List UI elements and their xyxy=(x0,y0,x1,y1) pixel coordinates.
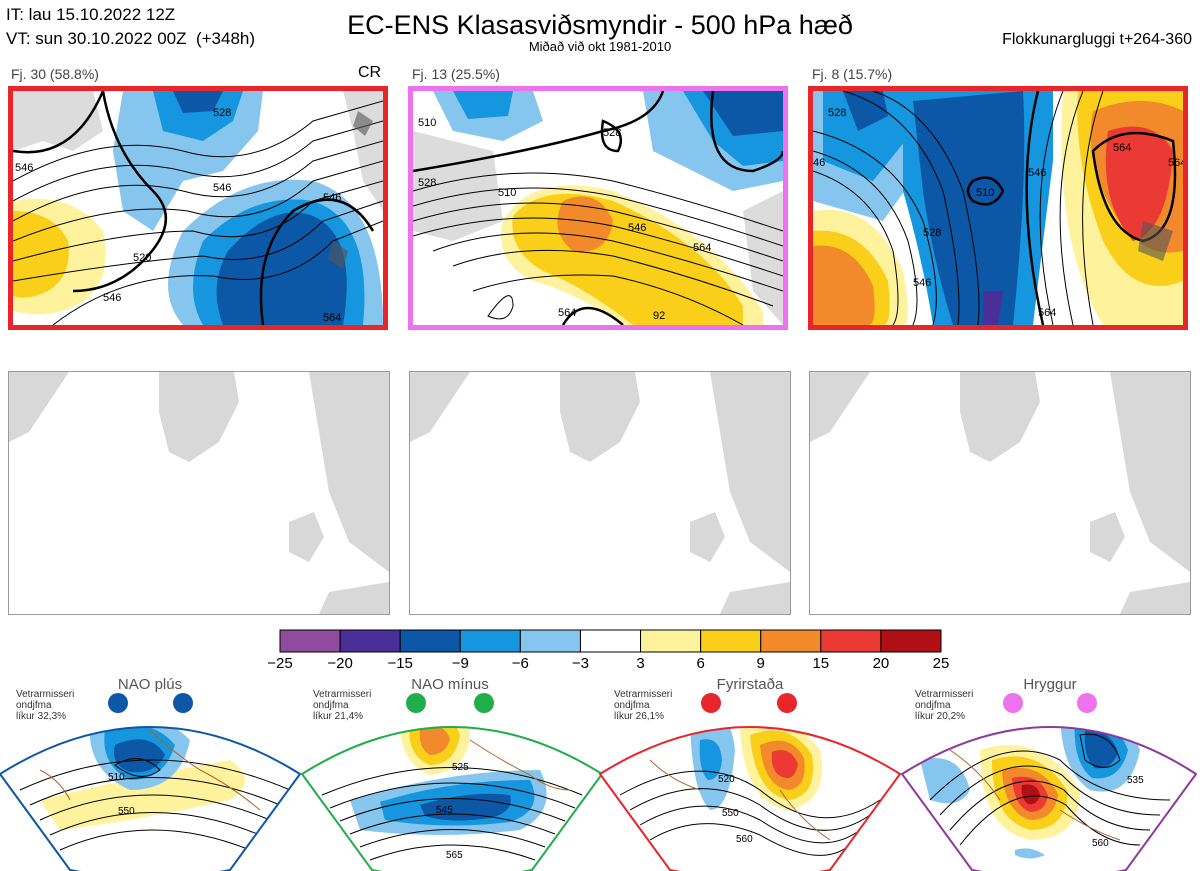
contour-label: 510 xyxy=(418,117,436,129)
regime-nao-minus-dot xyxy=(474,693,494,713)
colorbar-tick-label: −20 xyxy=(327,655,353,672)
page-title: EC-ENS Klasasviðsmyndir - 500 hPa hæð xyxy=(347,10,853,40)
contour-label: 546 xyxy=(628,222,646,234)
colorbar xyxy=(279,629,942,653)
contour-label: 525 xyxy=(452,762,469,773)
contour-label: 560 xyxy=(736,834,753,845)
contour-label: 565 xyxy=(446,850,463,861)
regime-nao-minus-note: Vetrarmisseri ondjfma líkur 21,4% xyxy=(313,689,372,722)
cluster-panel-3: 528 46 510 528 546 546 564 564 564 xyxy=(808,86,1188,330)
contour-label: 546 xyxy=(103,292,121,304)
regime-ridge-note: Vetrarmisseri ondjfma líkur 20,2% xyxy=(915,689,974,722)
contour-label: 535 xyxy=(1127,775,1144,786)
regime-nao-plus-dot xyxy=(108,693,128,713)
anomaly-map-1: 528 546 546 520 546 546 564 xyxy=(13,91,383,325)
colorbar-tick-label: −15 xyxy=(387,655,413,672)
contour-label: 92 xyxy=(653,310,665,322)
contour-label: 528 xyxy=(828,107,846,119)
colorbar-tick-label: 3 xyxy=(636,655,645,672)
page-subtitle: Miðað við okt 1981-2010 xyxy=(528,39,672,54)
colorbar-swatch xyxy=(700,629,762,653)
contour-label: 564 xyxy=(1168,157,1183,169)
regime-nao-plus-note: Vetrarmisseri ondjfma líkur 32,3% xyxy=(16,689,75,722)
regime-nao-minus-map: 525 545 565 xyxy=(302,727,602,871)
regime-ridge-dot xyxy=(1003,693,1023,713)
regime-ridge-map: 505 535 560 xyxy=(902,727,1196,871)
init-time: IT: lau 15.10.2022 12Z xyxy=(6,5,176,24)
colorbar-swatch xyxy=(880,629,942,653)
contour-label: 546 xyxy=(213,182,231,194)
anomaly-map-2: 510 528 528 510 546 564 564 92 xyxy=(413,91,783,325)
contour-label: 520 xyxy=(718,774,735,785)
contour-label: 46 xyxy=(813,157,825,169)
regime-nao-plus-name: NAO plús xyxy=(117,676,183,693)
contour-label: 510 xyxy=(976,187,994,199)
contour-label: 520 xyxy=(133,252,151,264)
base-map-2 xyxy=(409,371,791,615)
panel-1-tag: CR xyxy=(358,64,382,81)
contour-label: 546 xyxy=(1028,167,1046,179)
contour-label: 528 xyxy=(603,127,621,139)
contour-label: 545 xyxy=(436,805,453,816)
contour-label: 564 xyxy=(1113,142,1131,154)
valid-time: VT: sun 30.10.2022 00Z (+348h) xyxy=(6,29,256,48)
regime-nao-plus-dot xyxy=(173,693,193,713)
contour-label: 564 xyxy=(1038,307,1056,319)
colorbar-tick-label: 9 xyxy=(756,655,765,672)
cluster-panel-1: 528 546 546 520 546 546 564 xyxy=(8,86,388,330)
colorbar-tick-label: −6 xyxy=(511,655,529,672)
regime-nao-minus-name: NAO mínus xyxy=(411,676,489,693)
cluster-panel-2: 510 528 528 510 546 564 564 92 xyxy=(408,86,788,330)
regime-blocking-map: 520 550 560 xyxy=(600,727,900,871)
anomaly-map-3: 528 46 510 528 546 546 564 564 564 xyxy=(813,91,1183,325)
contour-label: 546 xyxy=(913,277,931,289)
colorbar-swatch xyxy=(459,629,521,653)
colorbar-tick-label: 6 xyxy=(696,655,705,672)
contour-label: 564 xyxy=(693,242,711,254)
contour-label: 560 xyxy=(1092,838,1109,849)
colorbar-swatch xyxy=(279,629,341,653)
colorbar-swatch xyxy=(640,629,702,653)
regime-blocking-name: Fyrirstaða xyxy=(716,676,784,693)
panel-3-label: Fj. 8 (15.7%) xyxy=(812,66,893,82)
colorbar-swatch xyxy=(399,629,461,653)
panel-1-label: Fj. 30 (58.8%) xyxy=(11,66,99,82)
contour-label: 528 xyxy=(923,227,941,239)
colorbar-swatch xyxy=(820,629,882,653)
regime-ridge-dot xyxy=(1077,693,1097,713)
base-map-1 xyxy=(8,371,390,615)
colorbar-tick-label: 15 xyxy=(812,655,830,672)
colorbar-tick-label: −3 xyxy=(571,655,589,672)
base-map-3 xyxy=(809,371,1191,615)
colorbar-swatch xyxy=(519,629,581,653)
colorbar-swatch xyxy=(760,629,822,653)
regime-nao-minus-dot xyxy=(406,693,426,713)
contour-label: 546 xyxy=(323,192,341,204)
contour-label: 550 xyxy=(118,806,135,817)
classification-window: Flokkunargluggi t+264-360 xyxy=(1002,31,1192,48)
colorbar-tick-label: 20 xyxy=(872,655,890,672)
contour-label: 564 xyxy=(323,312,341,324)
regime-blocking-note: Vetrarmisseri ondjfma líkur 26,1% xyxy=(614,689,673,722)
colorbar-tick-label: −9 xyxy=(451,655,469,672)
panel-2-label: Fj. 13 (25.5%) xyxy=(412,66,500,82)
regime-nao-plus-map: 510 550 xyxy=(0,727,300,871)
contour-label: 510 xyxy=(108,772,125,783)
contour-label: 550 xyxy=(722,808,739,819)
contour-label: 546 xyxy=(15,162,33,174)
regime-maps: 510 550 525 545 565 xyxy=(0,726,1198,871)
regime-blocking-dot xyxy=(777,693,797,713)
colorbar-tick-label: −25 xyxy=(267,655,293,672)
contour-label: 564 xyxy=(558,307,576,319)
colorbar-tick-label: 25 xyxy=(932,655,950,672)
regime-ridge-name: Hryggur xyxy=(1023,676,1077,693)
contour-label: 510 xyxy=(498,187,516,199)
contour-label: 528 xyxy=(418,177,436,189)
colorbar-swatch xyxy=(339,629,401,653)
colorbar-swatch xyxy=(579,629,642,653)
regime-blocking-dot xyxy=(701,693,721,713)
contour-label: 528 xyxy=(213,107,231,119)
